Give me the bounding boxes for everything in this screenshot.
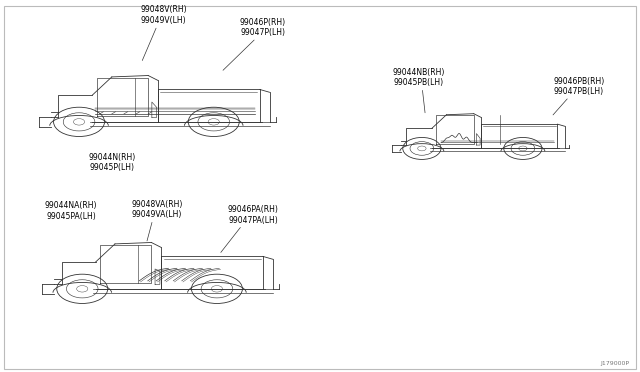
Text: J179000P: J179000P	[601, 361, 630, 366]
Text: 99044N(RH)
99045P(LH): 99044N(RH) 99045P(LH)	[89, 153, 136, 172]
Text: 99044NA(RH)
99045PA(LH): 99044NA(RH) 99045PA(LH)	[45, 202, 97, 221]
Text: 99044NB(RH)
99045PB(LH): 99044NB(RH) 99045PB(LH)	[393, 67, 445, 87]
Text: 99046P(RH)
99047P(LH): 99046P(RH) 99047P(LH)	[239, 18, 285, 37]
Text: 99046PB(RH)
99047PB(LH): 99046PB(RH) 99047PB(LH)	[553, 77, 604, 96]
Text: 99046PA(RH)
99047PA(LH): 99046PA(RH) 99047PA(LH)	[227, 205, 278, 225]
Text: 99048V(RH)
99049V(LH): 99048V(RH) 99049V(LH)	[140, 5, 187, 25]
Text: 99048VA(RH)
99049VA(LH): 99048VA(RH) 99049VA(LH)	[131, 200, 183, 219]
